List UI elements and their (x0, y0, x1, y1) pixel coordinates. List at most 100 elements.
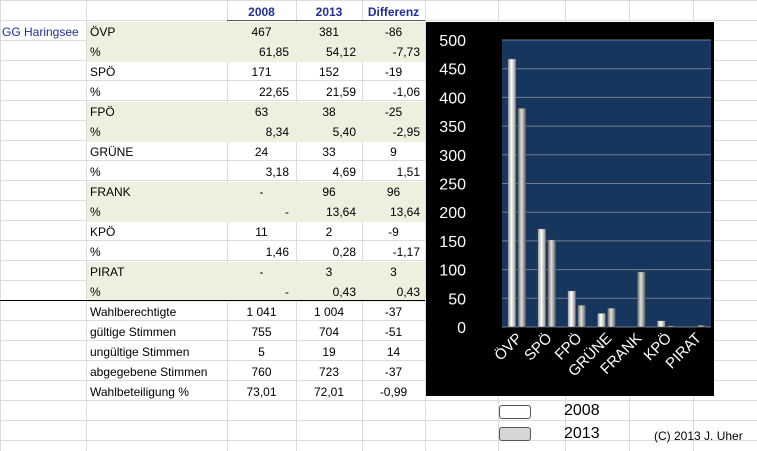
cell-diff: 13,64 (389, 205, 420, 219)
legend-label-2008: 2008 (564, 402, 600, 419)
y-axis-ticks: 0 50 100 150 200 250 300 350 400 450 500 (439, 33, 466, 337)
bar-2013-övp (517, 108, 527, 328)
row-shade (87, 42, 425, 62)
cell-2008: 73,01 (246, 385, 277, 399)
row-label: % (90, 85, 101, 99)
cell-2008: - (259, 185, 264, 199)
cell-2013: 2 (325, 225, 333, 239)
y-tick-label: 400 (439, 90, 466, 107)
cell-2013: 54,12 (325, 45, 356, 59)
cell-diff: -1,17 (392, 245, 420, 259)
cell-diff: -7,73 (392, 45, 420, 59)
row-shade (87, 182, 425, 202)
copyright-text: (C) 2013 J. Uher (654, 429, 743, 443)
row-shade (87, 22, 425, 42)
bar-2013-grüne (607, 307, 616, 328)
cell-diff: -25 (384, 105, 403, 119)
cell-2013: 0,28 (332, 245, 356, 259)
bar-2008-grüne (597, 312, 606, 328)
cell-diff: 3 (390, 265, 397, 279)
header-2008: 2008 (248, 5, 275, 19)
row-label: ÖVP (90, 25, 116, 39)
row-label: % (90, 45, 101, 59)
bar-2013-kpö (666, 325, 676, 328)
cell-2008: - (285, 205, 289, 219)
cell-2008: 5 (258, 345, 265, 359)
row-shade (87, 282, 425, 302)
row-label: % (90, 205, 101, 219)
row-label: % (90, 165, 101, 179)
bar-2008-övp (507, 58, 517, 328)
bar-2013-fpö (577, 304, 586, 328)
row-label: Wahlbeteiligung % (90, 385, 189, 399)
bar-2013-spö (547, 239, 557, 328)
y-tick-label: 50 (448, 291, 466, 308)
cell-2008: 22,65 (258, 85, 289, 99)
y-tick-label: 300 (439, 148, 466, 165)
header-2013: 2013 (315, 5, 343, 19)
cell-diff: -0,99 (379, 385, 408, 399)
y-tick-label: 450 (439, 62, 466, 79)
cell-diff: -86 (384, 25, 403, 39)
region-name: GG Haringsee (2, 25, 79, 39)
row-shade (87, 262, 425, 282)
cell-diff: 14 (386, 345, 401, 359)
cell-2008: 63 (254, 105, 269, 119)
row-label: abgegebene Stimmen (90, 365, 208, 379)
bar-2013-frank (637, 271, 646, 328)
row-shade (87, 202, 425, 222)
cell-2013: 4,69 (332, 165, 356, 179)
cell-2013: 152 (318, 65, 340, 79)
cell-diff: -1,06 (392, 85, 420, 99)
cell-diff: -2,95 (392, 125, 420, 139)
y-tick-label: 200 (439, 205, 466, 222)
cell-diff: -37 (384, 365, 403, 379)
cell-diff: -9 (388, 225, 399, 239)
row-label: Wahlberechtigte (90, 305, 177, 319)
cell-diff: 0,43 (396, 285, 420, 299)
cell-2008: 8,34 (265, 125, 289, 139)
row-shade (87, 122, 425, 142)
cell-diff: -51 (384, 325, 403, 339)
cell-2013: 38 (322, 105, 336, 119)
cell-diff: 1,51 (396, 165, 420, 179)
row-label: GRÜNE (90, 145, 134, 159)
cell-2008: 61,85 (258, 45, 289, 59)
y-tick-label: 500 (439, 33, 466, 50)
cell-2008: 467 (251, 25, 272, 39)
cell-2008: - (285, 285, 289, 299)
section-divider (0, 300, 425, 301)
cell-2008: 755 (251, 325, 272, 339)
cell-2013: 5,40 (332, 125, 356, 139)
cell-2013: 13,64 (325, 205, 356, 219)
y-tick-label: 350 (439, 119, 466, 136)
y-tick-label: 0 (457, 320, 466, 337)
row-label: % (90, 125, 101, 139)
header-underline (227, 20, 425, 21)
header-differenz: Differenz (367, 5, 420, 19)
y-tick-label: 150 (439, 234, 466, 251)
cell-2013: 21,59 (325, 85, 356, 99)
cell-2013: 72,01 (313, 385, 345, 399)
row-label: SPÖ (90, 65, 116, 79)
row-label: FRANK (90, 185, 131, 199)
cell-2013: 381 (318, 25, 340, 39)
legend-swatch-2008 (499, 405, 531, 419)
row-label: KPÖ (90, 225, 116, 239)
legend-swatch-2013 (499, 427, 531, 441)
row-label: gültige Stimmen (90, 325, 177, 339)
row-label: % (90, 285, 101, 299)
cell-2008: 11 (255, 225, 268, 239)
cell-2013: 33 (322, 145, 336, 159)
cell-2013: 704 (318, 325, 340, 339)
cell-2013: 19 (322, 345, 336, 359)
cell-2013: 0,43 (332, 285, 356, 299)
cell-2008: 3,18 (265, 165, 289, 179)
legend-label-2013: 2013 (564, 425, 600, 442)
cell-2013: 96 (322, 185, 336, 199)
cell-2013: 1 004 (313, 305, 345, 319)
y-tick-label: 250 (439, 177, 466, 194)
cell-2008: 24 (254, 145, 269, 159)
bar-2008-fpö (567, 290, 576, 328)
